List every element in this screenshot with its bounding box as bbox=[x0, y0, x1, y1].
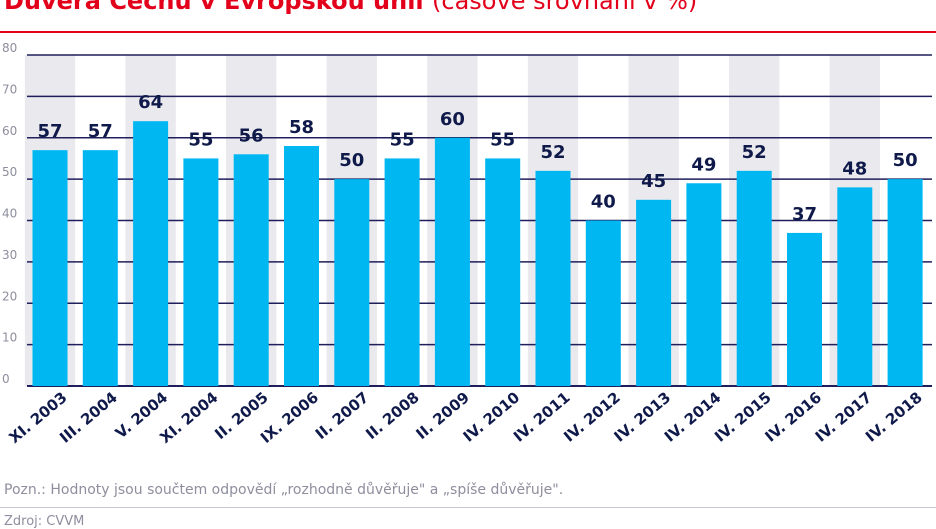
bar bbox=[32, 150, 68, 386]
bar bbox=[837, 187, 873, 386]
value-label: 56 bbox=[239, 125, 264, 146]
footnote: Pozn.: Hodnoty jsou součtem odpovědí „ro… bbox=[4, 482, 564, 498]
value-label: 48 bbox=[842, 158, 867, 179]
value-label: 57 bbox=[37, 121, 62, 142]
x-tick-label: II. 2007 bbox=[312, 388, 372, 443]
bar bbox=[284, 146, 319, 386]
bar bbox=[82, 150, 118, 386]
bar bbox=[183, 158, 219, 386]
bar bbox=[636, 199, 672, 386]
y-tick-label: 70 bbox=[2, 82, 17, 96]
bar bbox=[736, 170, 772, 386]
title-divider bbox=[0, 31, 936, 33]
chart-title-main: Důvěra Čechů v Evropskou unii bbox=[4, 0, 424, 15]
value-label: 58 bbox=[289, 117, 314, 138]
bar bbox=[887, 179, 923, 386]
value-label: 60 bbox=[440, 109, 465, 130]
y-tick-label: 20 bbox=[2, 289, 17, 303]
value-label: 55 bbox=[390, 129, 415, 150]
bar bbox=[434, 137, 470, 386]
y-tick-label: 10 bbox=[2, 331, 17, 345]
value-label: 40 bbox=[591, 192, 616, 213]
y-tick-label: 40 bbox=[2, 207, 17, 221]
value-label: 64 bbox=[138, 92, 163, 113]
bars bbox=[32, 121, 923, 386]
source-credit: Zdroj: CVVM bbox=[4, 514, 85, 529]
value-label: 57 bbox=[88, 121, 113, 142]
value-label: 50 bbox=[339, 150, 364, 171]
y-axis-ticks: 0 10 20 30 40 50 60 70 80 bbox=[2, 41, 17, 386]
footer-divider bbox=[0, 507, 936, 508]
value-label: 37 bbox=[792, 204, 817, 225]
chart-title: Důvěra Čechů v Evropskou unii (časové sr… bbox=[4, 0, 697, 16]
bar bbox=[787, 232, 822, 386]
y-tick-label: 30 bbox=[2, 248, 17, 262]
chart-title-subtitle: (časové srovnání v %) bbox=[432, 0, 698, 15]
value-label: 49 bbox=[691, 154, 716, 175]
x-tick-label: II. 2008 bbox=[362, 388, 422, 443]
bar-chart: 0 10 20 30 40 50 60 70 80 57 57 64 55 56 58 50 55 60 55 52… bbox=[2, 41, 932, 447]
y-tick-label: 60 bbox=[2, 124, 17, 138]
value-label: 55 bbox=[490, 129, 515, 150]
x-tick-label: IV. 2018 bbox=[862, 388, 926, 445]
value-label: 52 bbox=[742, 142, 767, 163]
value-label: 52 bbox=[540, 142, 565, 163]
value-label: 45 bbox=[641, 171, 666, 192]
grid-lines bbox=[27, 54, 932, 387]
bar bbox=[485, 158, 521, 386]
bar bbox=[384, 158, 420, 386]
bar bbox=[233, 154, 269, 386]
value-labels: 57 57 64 55 56 58 50 55 60 55 52 40 45 49 52 37 48 50 bbox=[37, 92, 917, 225]
y-tick-label: 50 bbox=[2, 165, 17, 179]
bar bbox=[535, 170, 571, 386]
bar bbox=[585, 220, 621, 386]
y-tick-label: 80 bbox=[2, 41, 17, 55]
bar bbox=[133, 121, 169, 386]
bar bbox=[686, 183, 722, 386]
value-label: 50 bbox=[893, 150, 918, 171]
y-tick-label: 0 bbox=[2, 372, 10, 386]
bar bbox=[334, 179, 370, 386]
value-label: 55 bbox=[188, 129, 213, 150]
